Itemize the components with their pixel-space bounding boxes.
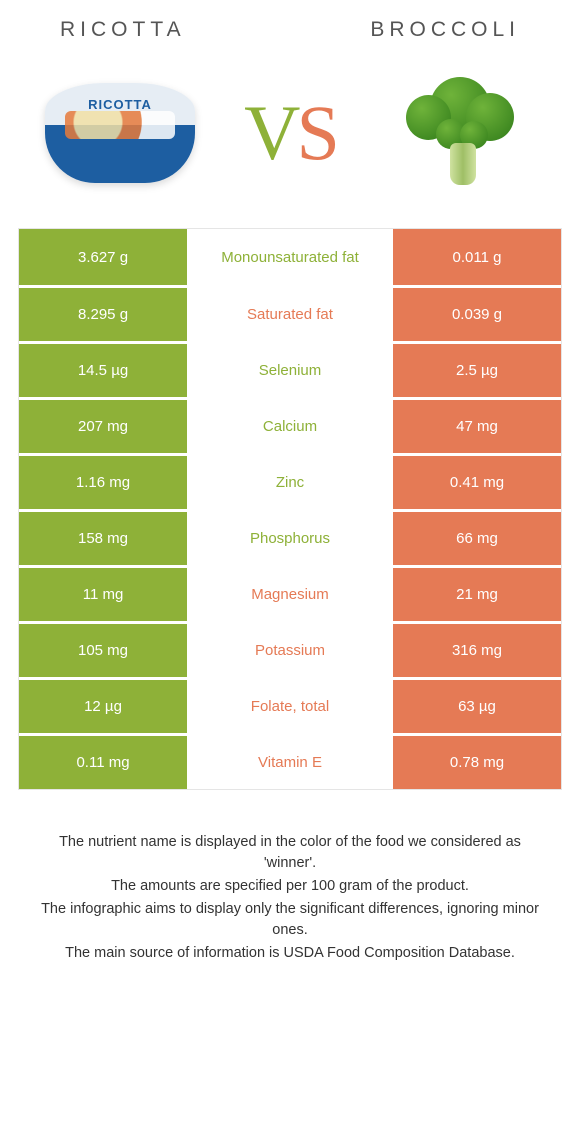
table-row: 105 mgPotassium316 mg bbox=[19, 621, 561, 677]
table-row: 3.627 gMonounsaturated fat0.011 g bbox=[19, 229, 561, 285]
vs-label: VS bbox=[244, 88, 336, 178]
nutrient-label: Folate, total bbox=[190, 680, 390, 733]
footer-line: The nutrient name is displayed in the co… bbox=[34, 832, 546, 874]
value-left: 158 mg bbox=[19, 512, 187, 565]
value-left: 8.295 g bbox=[19, 288, 187, 341]
value-right: 0.41 mg bbox=[393, 456, 561, 509]
value-left: 105 mg bbox=[19, 624, 187, 677]
footer-line: The amounts are specified per 100 gram o… bbox=[34, 876, 546, 897]
value-right: 63 µg bbox=[393, 680, 561, 733]
value-right: 47 mg bbox=[393, 400, 561, 453]
value-left: 11 mg bbox=[19, 568, 187, 621]
header: Ricotta Broccoli bbox=[0, 0, 580, 48]
nutrient-label: Vitamin E bbox=[190, 736, 390, 789]
value-left: 3.627 g bbox=[19, 229, 187, 285]
comparison-table: 3.627 gMonounsaturated fat0.011 g8.295 g… bbox=[18, 228, 562, 790]
title-right: Broccoli bbox=[370, 18, 520, 42]
footer-line: The main source of information is USDA F… bbox=[34, 943, 546, 964]
table-row: 207 mgCalcium47 mg bbox=[19, 397, 561, 453]
table-row: 12 µgFolate, total63 µg bbox=[19, 677, 561, 733]
table-row: 14.5 µgSelenium2.5 µg bbox=[19, 341, 561, 397]
broccoli-image bbox=[380, 68, 540, 198]
nutrient-label: Saturated fat bbox=[190, 288, 390, 341]
nutrient-label: Zinc bbox=[190, 456, 390, 509]
value-left: 14.5 µg bbox=[19, 344, 187, 397]
value-right: 0.011 g bbox=[393, 229, 561, 285]
hero: VS bbox=[0, 48, 580, 228]
nutrient-label: Selenium bbox=[190, 344, 390, 397]
value-left: 0.11 mg bbox=[19, 736, 187, 789]
table-row: 8.295 gSaturated fat0.039 g bbox=[19, 285, 561, 341]
table-row: 11 mgMagnesium21 mg bbox=[19, 565, 561, 621]
value-right: 0.78 mg bbox=[393, 736, 561, 789]
table-row: 1.16 mgZinc0.41 mg bbox=[19, 453, 561, 509]
value-right: 21 mg bbox=[393, 568, 561, 621]
nutrient-label: Calcium bbox=[190, 400, 390, 453]
title-left: Ricotta bbox=[60, 18, 186, 42]
value-right: 316 mg bbox=[393, 624, 561, 677]
value-left: 1.16 mg bbox=[19, 456, 187, 509]
value-right: 2.5 µg bbox=[393, 344, 561, 397]
value-left: 207 mg bbox=[19, 400, 187, 453]
table-row: 0.11 mgVitamin E0.78 mg bbox=[19, 733, 561, 789]
nutrient-label: Phosphorus bbox=[190, 512, 390, 565]
value-left: 12 µg bbox=[19, 680, 187, 733]
value-right: 0.039 g bbox=[393, 288, 561, 341]
footer-notes: The nutrient name is displayed in the co… bbox=[0, 790, 580, 964]
nutrient-label: Monounsaturated fat bbox=[190, 229, 390, 285]
nutrient-label: Potassium bbox=[190, 624, 390, 677]
value-right: 66 mg bbox=[393, 512, 561, 565]
nutrient-label: Magnesium bbox=[190, 568, 390, 621]
footer-line: The infographic aims to display only the… bbox=[34, 899, 546, 941]
ricotta-image bbox=[40, 68, 200, 198]
table-row: 158 mgPhosphorus66 mg bbox=[19, 509, 561, 565]
